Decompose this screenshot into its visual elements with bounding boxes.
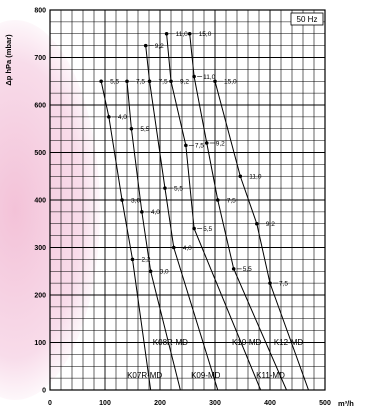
data-label: 5,5 — [140, 126, 149, 133]
series-layer: 5,54,03,02,2K07R-MD7,55,54,03,0K08R-MD9,… — [99, 31, 309, 391]
series-name-label: K08R-MD — [153, 338, 188, 347]
data-point — [213, 79, 217, 84]
legend-box: 50 Hz — [290, 12, 324, 26]
data-point — [215, 198, 220, 202]
data-point — [192, 74, 196, 79]
data-label: 5,5 — [174, 185, 183, 192]
data-point — [204, 141, 209, 145]
series-name-label: K10-MD — [232, 338, 262, 347]
data-label: 7,5 — [227, 197, 236, 204]
x-axis-label: m³/h — [338, 399, 354, 408]
data-label: 9,2 — [216, 140, 225, 147]
y-tick-label: 400 — [34, 198, 46, 205]
data-label: 7,5 — [195, 143, 204, 150]
data-point — [140, 210, 144, 214]
y-tick-label: 800 — [34, 8, 46, 15]
axis-layer: 0 100 200 300 400 500 0 100 200 300 400 500 600 700 80… — [34, 8, 331, 408]
grid-layer — [50, 10, 325, 390]
data-label: 11,0 — [203, 74, 216, 81]
y-tick-label: 300 — [34, 245, 46, 252]
data-label: 4,0 — [183, 245, 192, 252]
data-point — [169, 79, 173, 84]
x-tick-label: 100 — [99, 400, 111, 407]
data-point — [125, 79, 129, 84]
series-name-label: K09-MD — [191, 371, 221, 380]
data-label: 15,0 — [199, 31, 212, 38]
data-point — [238, 174, 243, 179]
legend-frame — [290, 12, 324, 26]
data-point — [143, 43, 148, 48]
data-label: 4,0 — [118, 114, 127, 121]
data-point — [129, 126, 134, 131]
data-label: 7,5 — [159, 79, 168, 86]
data-point — [254, 221, 259, 226]
data-point — [187, 31, 192, 36]
series-name-label: K07R-MD — [127, 371, 162, 380]
series-group: 15,0 11,0 9,2 7,5 K12-MD — [213, 79, 309, 391]
y-tick-label: 200 — [34, 293, 46, 300]
x-tick-label: 0 — [48, 400, 52, 407]
data-label: 5,5 — [243, 266, 252, 273]
data-point — [184, 143, 188, 148]
data-label: 4,0 — [151, 209, 160, 216]
data-point — [148, 269, 153, 274]
series-line — [189, 33, 287, 391]
series-group: 15,0 11,0 9,2 7,5 5,5 K11-MD — [187, 31, 287, 391]
data-label: 3,0 — [131, 197, 140, 204]
data-label: 3,0 — [160, 269, 169, 276]
data-point — [171, 245, 176, 250]
series-group: 5,5 4,0 3,0 2,2 K07R-MD — [99, 79, 162, 391]
data-point — [192, 226, 196, 231]
y-tick-label: 500 — [34, 150, 46, 157]
y-tick-label: 600 — [34, 103, 46, 110]
x-tick-label: 500 — [319, 400, 331, 407]
data-label: 7,5 — [279, 280, 288, 287]
data-point — [231, 267, 236, 271]
data-label: 5,5 — [110, 79, 119, 86]
x-tick-label: 300 — [209, 400, 221, 407]
data-point — [130, 257, 135, 262]
data-point — [163, 186, 167, 190]
data-point — [120, 198, 124, 202]
plot-frame — [49, 9, 326, 391]
series-name-label: K12-MD — [274, 338, 304, 347]
series-name-label: K11-MD — [256, 371, 285, 380]
data-label: 7,5 — [136, 79, 145, 86]
series-group: 9,2 7,5 5,5 4,0 K09-MD — [143, 43, 221, 391]
data-label: 9,2 — [266, 221, 275, 228]
series-group: 11,0 9,2 7,5 5,5 K10-MD — [164, 31, 262, 391]
data-point — [147, 79, 152, 84]
data-label: 11,0 — [176, 31, 189, 38]
x-tick-label: 400 — [264, 400, 276, 407]
data-label: 2,2 — [142, 257, 151, 264]
data-point — [268, 281, 272, 285]
data-label: 15,0 — [224, 79, 237, 86]
legend-label: 50 Hz — [297, 15, 318, 24]
y-tick-label: 100 — [34, 340, 46, 347]
data-point — [99, 79, 103, 84]
data-label: 9,2 — [155, 43, 164, 50]
y-tick-label: 700 — [34, 55, 46, 62]
x-tick-label: 200 — [154, 400, 166, 407]
data-label: 5,5 — [203, 226, 212, 233]
y-tick-label: 0 — [42, 388, 46, 395]
data-point — [164, 31, 169, 36]
data-label: 9,2 — [180, 79, 189, 86]
data-point — [107, 115, 111, 119]
data-label: 11,0 — [249, 174, 262, 181]
series-group: 7,5 5,5 4,0 3,0 K08R-MD — [125, 79, 188, 391]
y-axis-label: Δp hPa (mbar) — [4, 34, 13, 86]
